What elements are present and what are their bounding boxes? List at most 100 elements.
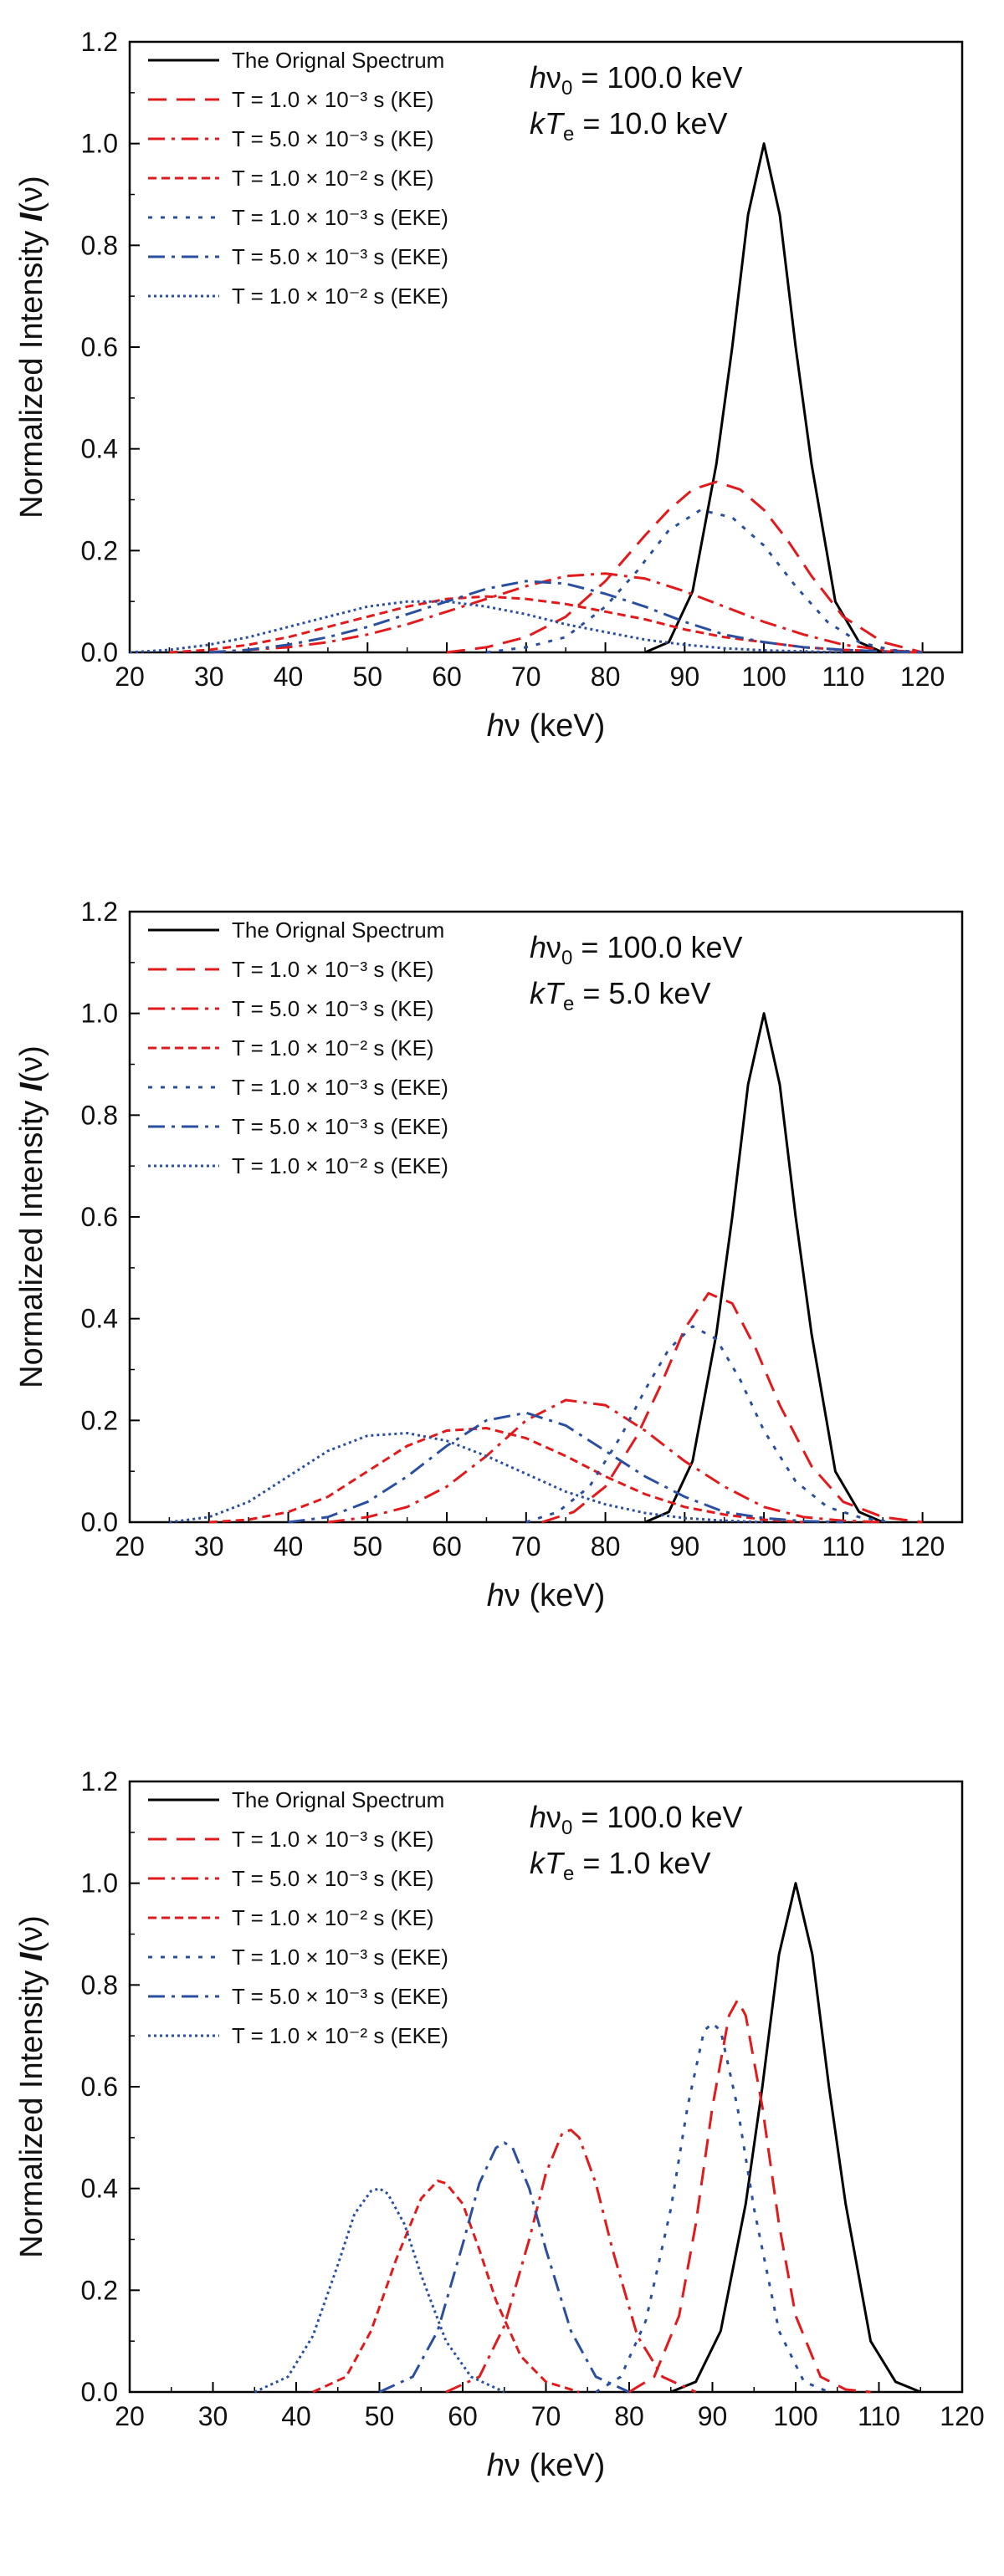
x-tick-label: 70 [511, 1531, 541, 1561]
legend-label-4: T = 1.0 × 10⁻² s (KE) [232, 1905, 434, 1930]
legend-label-5: T = 1.0 × 10⁻³ s (EKE) [232, 1075, 448, 1100]
x-tick-label: 50 [365, 2401, 395, 2431]
series-line-5 [486, 509, 923, 654]
y-tick-label: 0.2 [81, 2275, 118, 2305]
series-line-4 [169, 595, 923, 654]
legend-label-7: T = 1.0 × 10⁻² s (EKE) [232, 284, 448, 309]
x-tick-label: 110 [822, 662, 864, 692]
series-line-1 [644, 1012, 884, 1524]
series-line-2 [446, 480, 923, 654]
series-line-7 [129, 600, 843, 654]
x-tick-label: 30 [194, 662, 224, 692]
legend-label-2: T = 1.0 × 10⁻³ s (KE) [232, 957, 434, 982]
x-tick-label: 90 [670, 1531, 700, 1561]
chart-panel-1: 20 30 40 50 60 70 80 90 100 110 120 0.0 0.2 0.4 0.6 0.8… [14, 27, 964, 744]
y-tick-label: 0.0 [81, 2377, 118, 2407]
x-axis-title: hν (keV) [487, 708, 606, 744]
legend-label-2: T = 1.0 × 10⁻³ s (KE) [232, 87, 434, 112]
legend-label-6: T = 5.0 × 10⁻³ s (EKE) [232, 244, 448, 269]
x-tick-label: 70 [531, 2401, 561, 2431]
legend-label-7: T = 1.0 × 10⁻² s (EKE) [232, 2023, 448, 2048]
x-tick-label: 40 [274, 1531, 304, 1561]
series-line-6 [208, 580, 923, 654]
x-tick-label: 20 [115, 662, 145, 692]
y-axis-title: Normalized Intensity I(ν) [14, 1915, 49, 2258]
x-tick-label: 30 [194, 1531, 224, 1561]
legend-label-3: T = 5.0 × 10⁻³ s (KE) [232, 996, 434, 1021]
x-tick-label: 100 [741, 1531, 786, 1561]
x-axis-title: hν (keV) [487, 2448, 606, 2483]
legend-label-5: T = 1.0 × 10⁻³ s (EKE) [232, 1945, 448, 1970]
legend-label-7: T = 1.0 × 10⁻² s (EKE) [232, 1153, 448, 1178]
series-line-7 [254, 2187, 505, 2394]
x-tick-label: 50 [352, 662, 382, 692]
x-tick-label: 80 [614, 2401, 644, 2431]
y-tick-label: 0.8 [81, 1100, 118, 1130]
x-tick-label: 90 [670, 662, 700, 692]
legend-label-1: The Orignal Spectrum [232, 1787, 444, 1812]
y-tick-label: 0.8 [81, 230, 118, 260]
x-tick-label: 120 [940, 2401, 984, 2431]
annotation-electron-temp: kTe = 1.0 keV [530, 1846, 710, 1885]
y-tick-label: 0.4 [81, 434, 118, 464]
y-axis-title: Normalized Intensity I(ν) [14, 176, 49, 519]
y-tick-label: 0.0 [81, 1507, 118, 1537]
x-tick-label: 120 [900, 662, 945, 692]
annotation-photon-energy: hν0 = 100.0 keV [530, 60, 743, 100]
x-tick-label: 60 [432, 1531, 462, 1561]
x-tick-label: 20 [115, 2401, 145, 2431]
figure-container: 20 30 40 50 60 70 80 90 100 110 120 0.0 0.2 0.4 0.6 0.8… [14, 27, 985, 2483]
series-line-5 [595, 2021, 830, 2394]
y-tick-label: 0.2 [81, 535, 118, 565]
x-axis-title: hν (keV) [487, 1578, 606, 1613]
x-tick-label: 80 [591, 662, 621, 692]
series-line-4 [312, 2180, 580, 2394]
y-tick-label: 0.4 [81, 2174, 118, 2204]
y-tick-label: 0.2 [81, 1405, 118, 1435]
series-line-3 [445, 2129, 697, 2394]
y-tick-label: 0.0 [81, 637, 118, 667]
annotation-photon-energy: hν0 = 100.0 keV [530, 930, 743, 969]
x-tick-label: 70 [511, 662, 541, 692]
y-tick-label: 0.6 [81, 332, 118, 362]
legend-label-3: T = 5.0 × 10⁻³ s (KE) [232, 1866, 434, 1891]
annotation-photon-energy: hν0 = 100.0 keV [530, 1800, 743, 1839]
y-tick-label: 1.0 [81, 1868, 118, 1899]
x-tick-label: 50 [352, 1531, 382, 1561]
legend-label-6: T = 5.0 × 10⁻³ s (EKE) [232, 1984, 448, 2009]
series-line-1 [644, 142, 884, 654]
y-tick-label: 1.2 [81, 27, 118, 57]
legend-label-5: T = 1.0 × 10⁻³ s (EKE) [232, 205, 448, 230]
series-line-1 [670, 1882, 921, 2394]
y-tick-label: 1.2 [81, 897, 118, 927]
series-line-2 [628, 1999, 871, 2394]
series-line-6 [288, 1411, 843, 1524]
y-tick-label: 1.0 [81, 129, 118, 159]
chart-panel-3: 20 30 40 50 60 70 80 90 100 110 120 0.0 0.2 0.4 0.6 0.8… [14, 1766, 985, 2483]
x-tick-label: 120 [900, 1531, 945, 1561]
y-tick-label: 1.0 [81, 999, 118, 1029]
x-tick-label: 40 [274, 662, 304, 692]
y-tick-label: 0.6 [81, 2072, 118, 2102]
x-tick-label: 110 [858, 2401, 900, 2431]
x-tick-label: 30 [198, 2401, 228, 2431]
x-tick-label: 100 [741, 662, 786, 692]
y-tick-label: 1.2 [81, 1766, 118, 1797]
x-tick-label: 20 [115, 1531, 145, 1561]
series-line-4 [208, 1427, 804, 1524]
legend-label-4: T = 1.0 × 10⁻² s (KE) [232, 1035, 434, 1061]
legend-label-2: T = 1.0 × 10⁻³ s (KE) [232, 1827, 434, 1852]
series-line-6 [378, 2141, 630, 2394]
y-tick-label: 0.6 [81, 1202, 118, 1232]
x-tick-label: 60 [448, 2401, 478, 2431]
series-line-3 [327, 1398, 884, 1524]
series-line-5 [525, 1325, 891, 1524]
legend-label-1: The Orignal Spectrum [232, 48, 444, 73]
chart-panel-2: 20 30 40 50 60 70 80 90 100 110 120 0.0 0.2 0.4 0.6 0.8… [14, 897, 964, 1613]
x-tick-label: 40 [281, 2401, 311, 2431]
x-tick-label: 110 [822, 1531, 864, 1561]
legend-label-4: T = 1.0 × 10⁻² s (KE) [232, 166, 434, 191]
legend-label-3: T = 5.0 × 10⁻³ s (KE) [232, 126, 434, 151]
legend-label-1: The Orignal Spectrum [232, 917, 444, 943]
y-tick-label: 0.4 [81, 1304, 118, 1334]
